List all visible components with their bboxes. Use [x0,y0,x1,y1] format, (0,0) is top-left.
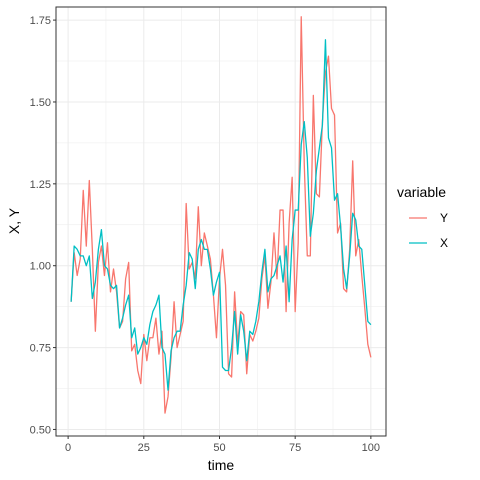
x-tick-label: 0 [65,442,71,454]
x-axis-title: time [208,457,235,473]
legend-item-x: X [409,236,448,250]
x-tick-label: 50 [213,442,225,454]
legend-item-y: Y [409,211,448,225]
series-layer [70,16,372,414]
plot-panel-border [55,6,387,437]
x-axis-ticks: 0 25 50 75 100 [65,436,380,454]
x-tick-label: 75 [289,442,301,454]
x-tick-label: 100 [362,442,380,454]
y-axis-title: X, Y [6,207,22,234]
y-tick-label: 0.75 [30,343,51,355]
legend: variable YX [397,184,448,250]
y-tick-label: 1.50 [30,97,51,109]
legend-label-y: Y [440,211,448,225]
y-axis-ticks: 0.50 0.75 1.00 1.25 1.50 1.75 [30,15,56,436]
y-tick-label: 0.50 [30,424,51,436]
y-tick-label: 1.25 [30,179,51,191]
y-tick-label: 1.00 [30,261,51,273]
series-line-x [70,39,372,391]
x-tick-label: 25 [138,442,150,454]
legend-items: YX [409,211,448,250]
legend-title: variable [397,184,446,200]
y-tick-label: 1.75 [30,15,51,27]
legend-label-x: X [440,236,448,250]
plot-panel-background [56,7,386,436]
